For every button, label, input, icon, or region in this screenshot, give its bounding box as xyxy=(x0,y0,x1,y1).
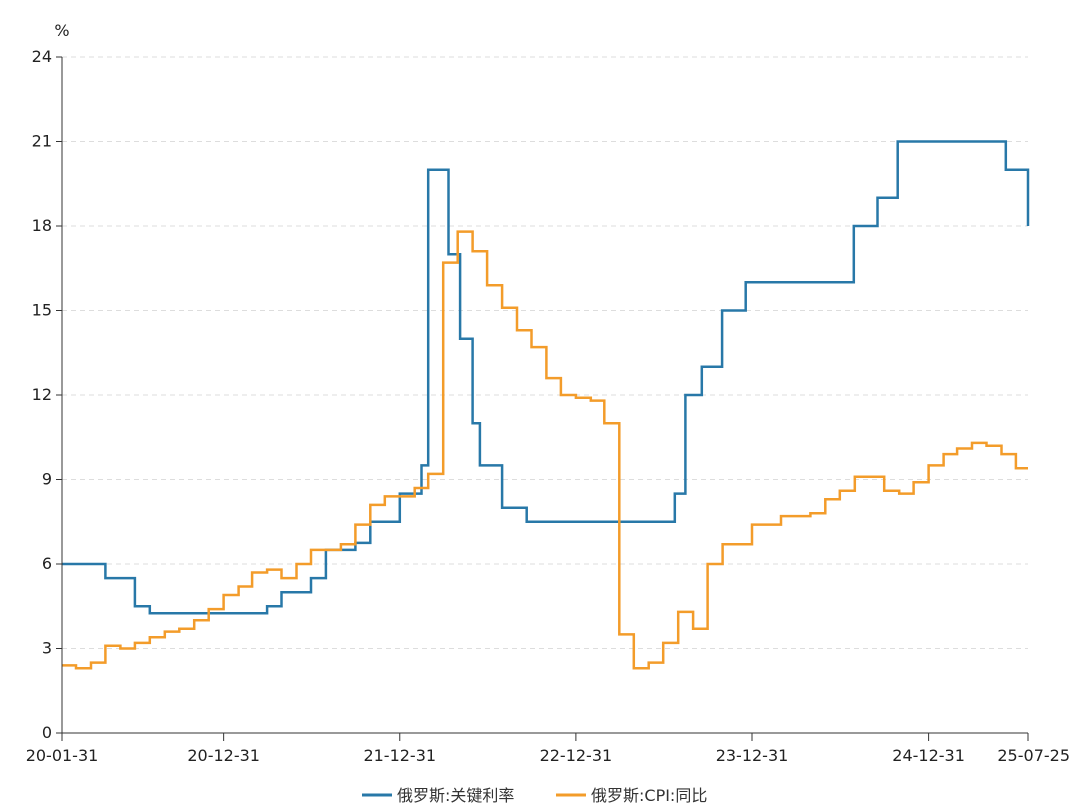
gridlines xyxy=(62,56,1028,649)
x-tick-label: 24-12-31 xyxy=(892,746,965,765)
plot-area xyxy=(62,140,1030,670)
legend-label-1: 俄罗斯:CPI:同比 xyxy=(591,786,707,805)
x-tick-label: 21-12-31 xyxy=(363,746,436,765)
axes: 0 3 6 9 12 15 18 21 24 20-01-31 20-12-31 21-12-31 22… xyxy=(26,47,1070,765)
legend: 俄罗斯:关键利率 俄罗斯:CPI:同比 xyxy=(362,786,707,805)
y-tick-label: 6 xyxy=(42,554,52,573)
y-tick-label: 24 xyxy=(32,47,52,66)
series-line-1 xyxy=(62,230,1028,670)
y-tick-label: 21 xyxy=(32,132,52,151)
y-tick-label: 18 xyxy=(32,216,52,235)
y-axis-unit-label: % xyxy=(54,21,69,40)
x-tick-label: 25-07-25 xyxy=(997,746,1070,765)
legend-label-0: 俄罗斯:关键利率 xyxy=(397,786,514,805)
x-tick-label: 20-12-31 xyxy=(187,746,260,765)
y-tick-label: 0 xyxy=(42,723,52,742)
y-tick-label: 3 xyxy=(42,639,52,658)
y-tick-label: 9 xyxy=(42,470,52,489)
series-line-0 xyxy=(62,140,1030,615)
x-tick-label: 20-01-31 xyxy=(26,746,99,765)
x-tick-label: 22-12-31 xyxy=(540,746,613,765)
y-tick-label: 15 xyxy=(32,301,52,320)
x-tick-label: 23-12-31 xyxy=(716,746,789,765)
y-tick-label: 12 xyxy=(32,385,52,404)
